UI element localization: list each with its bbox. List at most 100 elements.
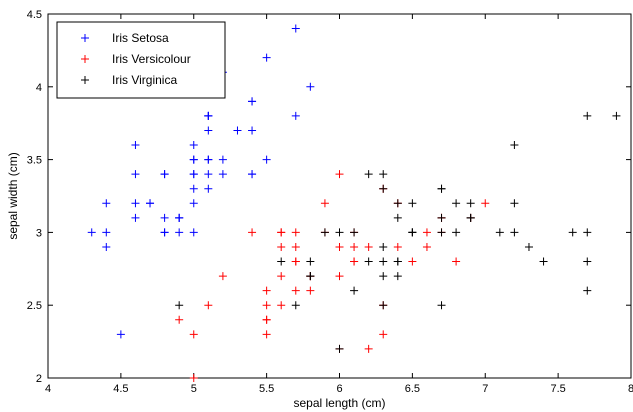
series-0: [87, 24, 315, 339]
data-point: [291, 111, 300, 120]
data-point: [189, 374, 198, 382]
data-point: [131, 213, 140, 222]
data-point: [539, 257, 548, 266]
legend-label: Iris Versicolour: [112, 52, 191, 66]
data-point: [204, 155, 213, 164]
data-point: [583, 257, 592, 266]
data-point: [291, 301, 300, 310]
data-point: [175, 213, 184, 222]
data-point: [524, 242, 533, 251]
data-point: [335, 272, 344, 281]
data-point: [495, 228, 504, 237]
data-point: [350, 228, 359, 237]
data-point: [248, 97, 257, 106]
data-point: [583, 111, 592, 120]
y-tick-label: 2: [36, 373, 42, 385]
axis-ticks: 4 4.5 5 5.5 6 6.5 7 7.5 8 2 2.5 3 3.5 4 4.5: [27, 9, 633, 395]
data-point: [335, 344, 344, 353]
x-tick-label: 7: [482, 383, 488, 395]
data-point: [204, 170, 213, 179]
data-point: [175, 301, 184, 310]
data-point: [248, 228, 257, 237]
data-point: [350, 286, 359, 295]
x-tick-label: 6: [336, 383, 342, 395]
data-point: [102, 228, 111, 237]
data-point: [160, 213, 169, 222]
data-point: [335, 228, 344, 237]
data-point: [306, 272, 315, 281]
data-point: [437, 213, 446, 222]
data-point: [233, 126, 242, 135]
y-tick-label: 3: [36, 227, 42, 239]
data-point: [277, 228, 286, 237]
data-point: [291, 242, 300, 251]
data-point: [189, 199, 198, 208]
data-point: [437, 184, 446, 193]
legend-label: Iris Setosa: [112, 31, 169, 45]
y-axis-label: sepal width (cm): [6, 152, 20, 239]
data-point: [335, 242, 344, 251]
data-point: [291, 257, 300, 266]
data-point: [408, 199, 417, 208]
data-point: [422, 242, 431, 251]
data-point: [379, 301, 388, 310]
data-point: [393, 272, 402, 281]
data-point: [452, 257, 461, 266]
data-point: [189, 228, 198, 237]
data-point: [87, 228, 96, 237]
x-tick-label: 4.5: [113, 383, 128, 395]
data-point: [568, 228, 577, 237]
data-point: [393, 199, 402, 208]
data-point: [102, 199, 111, 208]
legend-marker: [81, 76, 89, 84]
data-point: [364, 170, 373, 179]
data-point: [612, 111, 621, 120]
data-point: [291, 228, 300, 237]
legend: Iris Setosa Iris Versicolour Iris Virginic…: [56, 21, 226, 99]
data-point: [189, 184, 198, 193]
data-point: [437, 301, 446, 310]
data-point: [204, 111, 213, 120]
data-point: [306, 286, 315, 295]
data-point: [218, 272, 227, 281]
data-point: [218, 155, 227, 164]
y-tick-label: 4.5: [27, 9, 42, 21]
data-point: [364, 242, 373, 251]
data-point: [379, 184, 388, 193]
x-tick-label: 5.5: [259, 383, 274, 395]
data-point: [393, 213, 402, 222]
data-point: [350, 242, 359, 251]
data-point: [379, 170, 388, 179]
data-point: [204, 126, 213, 135]
data-point: [262, 330, 271, 339]
legend-marker: [81, 55, 89, 63]
data-point: [422, 228, 431, 237]
data-point: [175, 228, 184, 237]
data-point: [277, 272, 286, 281]
data-point: [306, 82, 315, 91]
data-point: [204, 301, 213, 310]
data-point: [583, 286, 592, 295]
data-point: [277, 257, 286, 266]
data-point: [160, 170, 169, 179]
data-point: [510, 228, 519, 237]
data-point: [364, 344, 373, 353]
data-point: [146, 199, 155, 208]
data-point: [262, 53, 271, 62]
x-tick-label: 5: [191, 383, 197, 395]
data-point: [583, 228, 592, 237]
data-point: [102, 242, 111, 251]
data-point: [218, 170, 227, 179]
data-point: [437, 228, 446, 237]
data-point: [262, 315, 271, 324]
x-tick-label: 7.5: [550, 383, 565, 395]
y-tick-label: 4: [36, 82, 42, 94]
data-point: [204, 184, 213, 193]
data-point: [262, 301, 271, 310]
data-point: [189, 330, 198, 339]
data-point: [393, 257, 402, 266]
data-point: [291, 24, 300, 33]
data-point: [350, 257, 359, 266]
